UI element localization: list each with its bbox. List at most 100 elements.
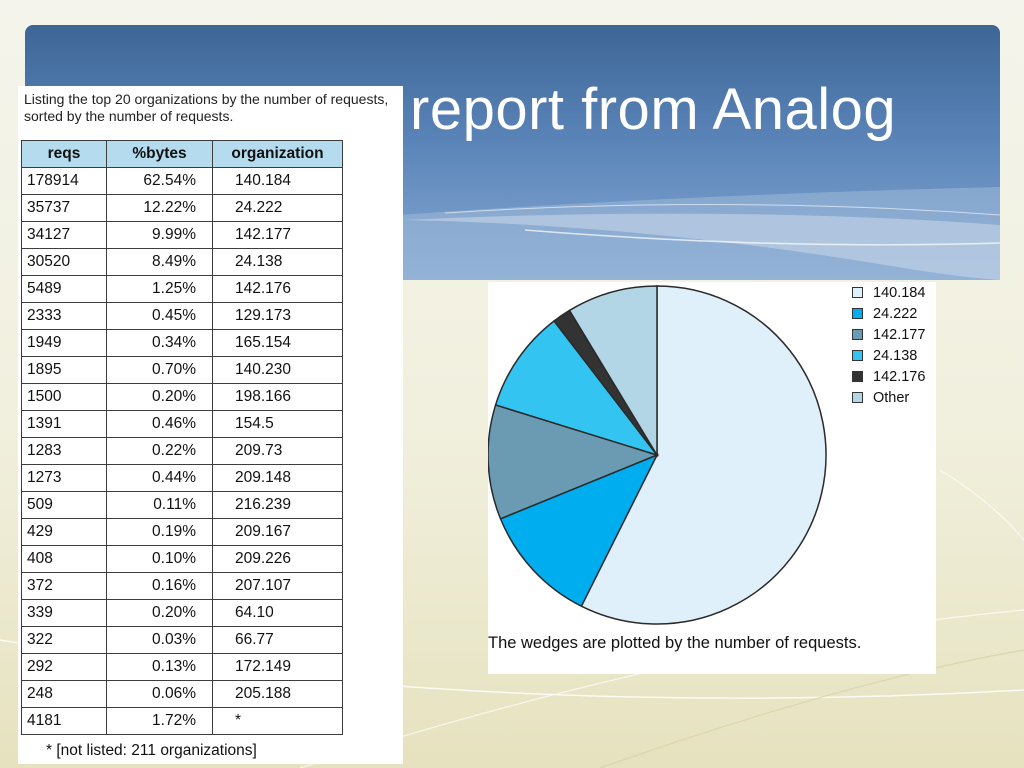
column-header-reqs: reqs <box>21 140 107 168</box>
cell-organization: 142.177 <box>212 221 343 249</box>
legend-swatch <box>852 392 863 403</box>
cell-reqs: 4181 <box>21 707 107 735</box>
organizations-table: reqs %bytes organization 178914 62.54% 140… <box>21 140 343 735</box>
cell-bytes: 0.20% <box>106 599 213 627</box>
table-caption: Listing the top 20 organizations by the … <box>24 91 389 124</box>
cell-reqs: 322 <box>21 626 107 654</box>
legend-label: Other <box>873 389 910 406</box>
cell-bytes: 12.22% <box>106 194 213 222</box>
cell-reqs: 248 <box>21 680 107 708</box>
table-footnote: * [not listed: 211 organizations] <box>46 742 257 759</box>
cell-organization: 205.188 <box>212 680 343 708</box>
cell-organization: 216.239 <box>212 491 343 519</box>
cell-organization: 24.222 <box>212 194 343 222</box>
table-row: 35737 12.22% 24.222 <box>21 194 343 222</box>
table-row: 408 0.10% 209.226 <box>21 545 343 573</box>
cell-organization: 165.154 <box>212 329 343 357</box>
cell-reqs: 429 <box>21 518 107 546</box>
header-wave-decoration <box>400 187 1000 280</box>
cell-organization: 198.166 <box>212 383 343 411</box>
chart-panel: 140.184 24.222 142.177 24.138 142.176 Other T… <box>488 282 936 674</box>
legend-label: 142.176 <box>873 368 926 385</box>
cell-reqs: 35737 <box>21 194 107 222</box>
cell-reqs: 1273 <box>21 464 107 492</box>
legend-item: 24.222 <box>852 303 925 324</box>
cell-bytes: 0.16% <box>106 572 213 600</box>
pie-chart <box>488 285 827 625</box>
cell-bytes: 0.06% <box>106 680 213 708</box>
legend-label: 24.222 <box>873 305 918 322</box>
pie-slice-24-138 <box>494 319 660 457</box>
column-header-bytes: %bytes <box>106 140 213 168</box>
cell-organization: 154.5 <box>212 410 343 438</box>
table-row: 339 0.20% 64.10 <box>21 599 343 627</box>
table-panel: Listing the top 20 organizations by the … <box>18 86 403 764</box>
legend-swatch <box>852 350 863 361</box>
legend-swatch <box>852 287 863 298</box>
legend-swatch <box>852 308 863 319</box>
cell-reqs: 408 <box>21 545 107 573</box>
cell-reqs: 292 <box>21 653 107 681</box>
table-row: 178914 62.54% 140.184 <box>21 167 343 195</box>
cell-bytes: 1.72% <box>106 707 213 735</box>
column-header-organization: organization <box>212 140 343 168</box>
table-row: 1283 0.22% 209.73 <box>21 437 343 465</box>
cell-reqs: 1500 <box>21 383 107 411</box>
table-row: 1895 0.70% 140.230 <box>21 356 343 384</box>
legend-swatch <box>852 371 863 382</box>
cell-bytes: 0.46% <box>106 410 213 438</box>
cell-reqs: 372 <box>21 572 107 600</box>
legend-item: 140.184 <box>852 282 925 303</box>
cell-reqs: 34127 <box>21 221 107 249</box>
cell-organization: 209.167 <box>212 518 343 546</box>
cell-bytes: 0.44% <box>106 464 213 492</box>
cell-bytes: 8.49% <box>106 248 213 276</box>
table-body: 178914 62.54% 140.184 35737 12.22% 24.222 3412… <box>21 167 343 735</box>
cell-bytes: 0.20% <box>106 383 213 411</box>
cell-reqs: 1391 <box>21 410 107 438</box>
slide-title: report from Analog <box>410 77 897 142</box>
cell-bytes: 0.70% <box>106 356 213 384</box>
table-row: 34127 9.99% 142.177 <box>21 221 343 249</box>
table-row: 292 0.13% 172.149 <box>21 653 343 681</box>
pie-slice-140-184 <box>580 285 827 625</box>
table-row: 5489 1.25% 142.176 <box>21 275 343 303</box>
cell-bytes: 0.45% <box>106 302 213 330</box>
table-row: 2333 0.45% 129.173 <box>21 302 343 330</box>
cell-organization: 129.173 <box>212 302 343 330</box>
cell-organization: 209.148 <box>212 464 343 492</box>
cell-bytes: 0.10% <box>106 545 213 573</box>
legend-item: 24.138 <box>852 345 925 366</box>
cell-organization: 140.230 <box>212 356 343 384</box>
legend-item: Other <box>852 387 925 408</box>
cell-bytes: 0.34% <box>106 329 213 357</box>
cell-bytes: 0.22% <box>106 437 213 465</box>
table-row: 4181 1.72% * <box>21 707 343 735</box>
cell-organization: 64.10 <box>212 599 343 627</box>
pie-slice-other <box>568 285 658 458</box>
cell-organization: 24.138 <box>212 248 343 276</box>
cell-bytes: 0.19% <box>106 518 213 546</box>
cell-reqs: 30520 <box>21 248 107 276</box>
cell-reqs: 2333 <box>21 302 107 330</box>
cell-organization: 209.226 <box>212 545 343 573</box>
cell-organization: * <box>212 707 343 735</box>
legend-label: 24.138 <box>873 347 918 364</box>
pie-slice-142-177 <box>488 403 660 520</box>
table-row: 248 0.06% 205.188 <box>21 680 343 708</box>
table-header-row: reqs %bytes organization <box>21 140 343 168</box>
chart-caption: The wedges are plotted by the number of … <box>488 634 862 652</box>
table-row: 1949 0.34% 165.154 <box>21 329 343 357</box>
cell-organization: 142.176 <box>212 275 343 303</box>
legend-item: 142.177 <box>852 324 925 345</box>
cell-reqs: 339 <box>21 599 107 627</box>
cell-bytes: 0.03% <box>106 626 213 654</box>
cell-bytes: 9.99% <box>106 221 213 249</box>
legend-swatch <box>852 329 863 340</box>
cell-reqs: 1949 <box>21 329 107 357</box>
table-row: 372 0.16% 207.107 <box>21 572 343 600</box>
legend-label: 140.184 <box>873 284 926 301</box>
cell-organization: 66.77 <box>212 626 343 654</box>
cell-bytes: 62.54% <box>106 167 213 195</box>
table-row: 1500 0.20% 198.166 <box>21 383 343 411</box>
